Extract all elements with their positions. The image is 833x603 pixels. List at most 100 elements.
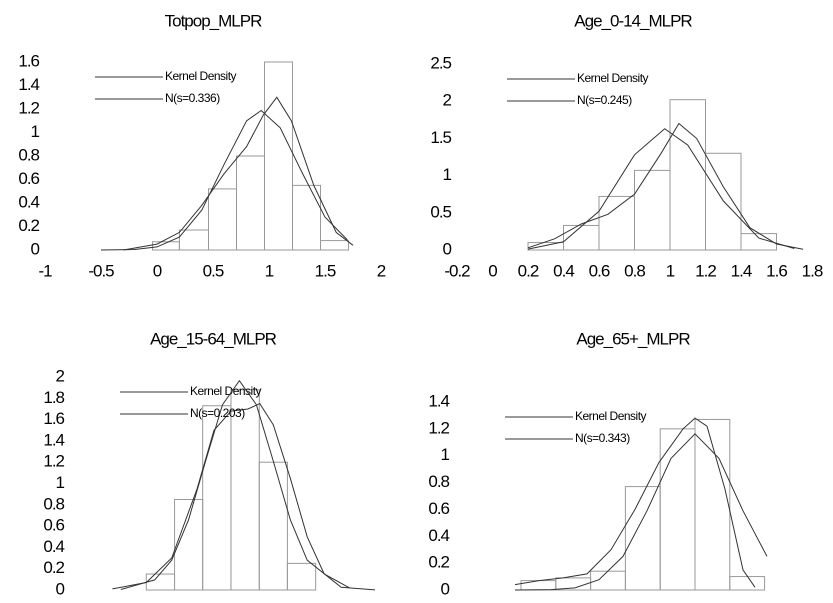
y-tick-label: 1.8 [43,388,64,407]
y-tick-label: 2 [56,366,65,385]
density-curve [514,417,756,588]
x-tick-label: 1.4 [731,261,752,280]
y-tick-label: 0.2 [43,558,64,577]
y-tick-label: 0.5 [430,202,451,221]
x-tick-label: 2 [377,261,386,280]
histogram-bar [258,461,288,591]
x-tick-label: 2 [811,601,820,603]
x-tick-label: 1.2 [695,261,716,280]
histogram-bar [202,405,232,591]
x-tick-label: 0.6 [161,601,182,603]
histogram-bar [286,562,317,591]
density-curve [514,433,768,591]
y-tick-label: 0.6 [18,169,39,188]
y-tick-label: 0.6 [428,499,449,518]
x-tick-label: 1.8 [802,261,823,280]
density-curve [527,122,804,250]
legend-label: Kernel Density [577,71,649,85]
legend-label: N(s=0.203) [190,406,245,420]
y-tick-label: 0 [441,579,450,598]
x-tick-label: 0.8 [195,601,216,603]
x-tick-label: 0.8 [624,261,645,280]
y-tick-label: 1.4 [43,430,64,449]
y-tick-label: 1 [56,473,65,492]
x-tick-label: -1 [448,601,462,603]
y-tick-label: 1.6 [43,409,64,428]
y-tick-label: 1.2 [428,418,449,437]
histogram-bar [520,580,557,591]
x-tick-label: 0.5 [625,601,646,603]
y-tick-label: 1 [443,165,452,184]
legend-label: N(s=0.245) [577,93,632,107]
x-tick-label: 1.5 [745,601,766,603]
x-tick-label: 0.2 [518,261,539,280]
x-tick-label: 1 [265,261,274,280]
y-tick-label: 1.4 [18,75,39,94]
x-tick-label: -0.2 [444,261,470,280]
x-tick-label: 1.2 [263,601,284,603]
y-tick-label: 1.2 [43,452,64,471]
x-tick-label: 0 [571,601,580,603]
x-tick-label: 1.5 [315,261,336,280]
histogram-bar [178,229,210,251]
histogram-bar [634,169,671,251]
x-tick-label: 1.6 [766,261,787,280]
histogram-bar [264,61,294,251]
y-tick-label: 0 [31,239,40,258]
chart-title: Totpop_MLPR [165,11,262,30]
y-tick-label: 1.2 [18,98,39,117]
y-tick-label: 0.4 [428,526,449,545]
legend-label: Kernel Density [575,409,647,423]
density-curve [123,96,354,251]
y-tick-label: 0 [443,239,452,258]
y-tick-label: 0.6 [43,516,64,535]
histogram-bar [624,486,661,591]
x-tick-label: -0.5 [502,601,528,603]
x-tick-label: 0.4 [127,601,148,603]
y-tick-label: 1.5 [430,128,451,147]
density-curve [120,379,376,591]
y-tick-label: 1.4 [428,391,449,410]
y-tick-label: 2.5 [430,53,451,72]
chart-title: Age_0-14_MLPR [574,11,692,30]
x-tick-label: 0.4 [553,261,574,280]
y-tick-label: 0.8 [428,472,449,491]
x-tick-label: -0.5 [88,261,114,280]
y-tick-label: 0.8 [18,145,39,164]
y-tick-label: 0 [56,579,65,598]
x-tick-label: 0 [153,261,162,280]
histogram-bar [729,576,766,591]
density-curve [100,109,348,251]
histogram-bar [598,195,635,251]
x-tick-label: 1.8 [365,601,386,603]
density-curve [527,128,795,250]
x-tick-label: 1.4 [297,601,318,603]
x-tick-label: 0.2 [94,601,115,603]
x-tick-label: 1 [666,261,675,280]
y-tick-label: 1.6 [18,51,39,70]
histogram-bar [236,155,266,251]
y-tick-label: 0.2 [428,553,449,572]
legend-label: N(s=0.336) [165,91,220,105]
histogram-bar [320,240,350,251]
x-tick-label: 0 [488,261,497,280]
legend-label: N(s=0.343) [575,431,630,445]
y-tick-label: 2 [443,91,452,110]
histogram-bar [694,418,731,591]
histogram-bar [292,184,322,251]
histogram-bar [705,152,742,251]
y-tick-label: 0.8 [43,494,64,513]
y-tick-label: 0.2 [18,216,39,235]
x-tick-label: 0.5 [203,261,224,280]
histogram-bar [208,188,238,251]
chart-title: Age_65+_MLPR [576,329,690,348]
x-tick-label: 0.6 [589,261,610,280]
density-curve [112,402,350,590]
histogram-bar [145,573,176,591]
x-tick-label: 1.6 [331,601,352,603]
x-tick-label: 1 [235,601,244,603]
histogram-bar [669,99,706,251]
y-tick-label: 1 [31,122,40,141]
